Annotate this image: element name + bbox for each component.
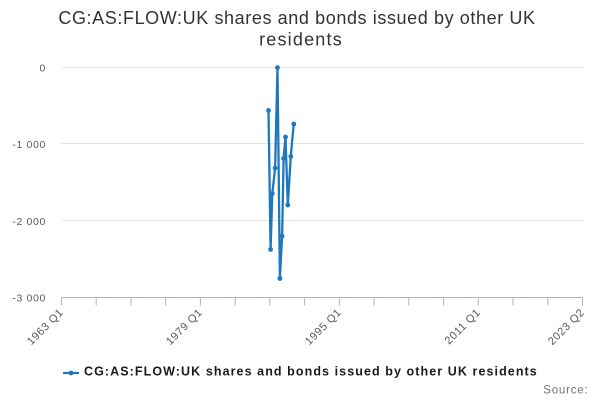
svg-text:0: 0: [40, 62, 47, 74]
svg-text:-3 000: -3 000: [12, 292, 46, 304]
svg-text:1995 Q1: 1995 Q1: [303, 307, 344, 348]
svg-text:residents: residents: [259, 30, 343, 50]
svg-text:-2 000: -2 000: [12, 216, 46, 228]
svg-text:Source:: Source:: [543, 385, 588, 397]
svg-text:-1 000: -1 000: [12, 139, 46, 151]
svg-text:1963 Q1: 1963 Q1: [25, 307, 66, 348]
svg-text:CG:AS:FLOW:UK shares and bonds: CG:AS:FLOW:UK shares and bonds issued by…: [84, 365, 538, 379]
svg-text:2023 Q2: 2023 Q2: [546, 307, 587, 348]
svg-text:CG:AS:FLOW:UK shares and bonds: CG:AS:FLOW:UK shares and bonds issued by…: [58, 8, 535, 28]
svg-text:1979 Q1: 1979 Q1: [164, 307, 205, 348]
svg-text:2011 Q1: 2011 Q1: [443, 307, 483, 347]
